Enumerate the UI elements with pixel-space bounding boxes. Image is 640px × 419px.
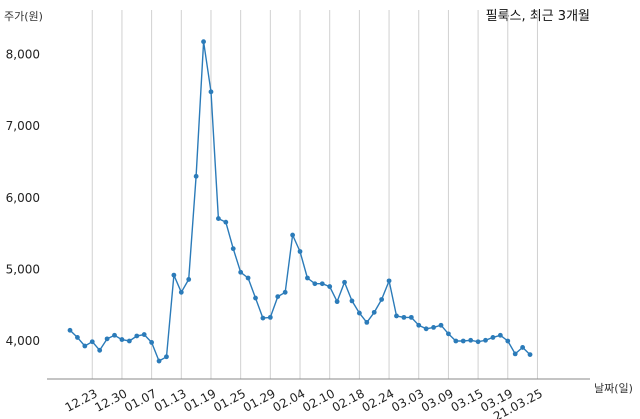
data-point <box>112 332 117 338</box>
data-point <box>164 354 169 360</box>
data-point <box>379 297 385 302</box>
data-point <box>156 358 162 364</box>
data-point <box>349 298 355 304</box>
data-point <box>512 351 518 357</box>
data-point <box>356 310 362 316</box>
data-point <box>141 332 147 337</box>
data-point <box>119 337 125 342</box>
y-tick-label: 7,000 <box>6 119 40 133</box>
data-point <box>475 339 481 345</box>
y-axis-title: 주가(원) <box>4 10 43 23</box>
data-point <box>364 319 370 325</box>
data-point <box>230 246 236 252</box>
data-point <box>282 289 288 295</box>
data-point <box>416 322 422 328</box>
data-point <box>312 281 318 287</box>
series-layer <box>67 39 533 364</box>
y-tick-label: 5,000 <box>6 262 40 276</box>
y-tick-label: 6,000 <box>6 191 40 205</box>
data-point <box>520 345 526 350</box>
x-axis-title: 날짜(일) <box>594 381 633 395</box>
grid-layer <box>91 10 538 379</box>
data-point <box>75 335 80 340</box>
data-point <box>460 338 466 344</box>
data-point <box>446 331 451 337</box>
data-point <box>453 338 459 344</box>
y-tick-label: 4,000 <box>6 334 40 348</box>
data-point <box>171 272 177 278</box>
data-point <box>438 322 444 328</box>
data-point <box>193 173 199 179</box>
y-tick-label: 8,000 <box>6 48 40 62</box>
data-point <box>527 352 533 358</box>
data-point <box>245 275 251 281</box>
data-point <box>497 332 503 338</box>
data-point <box>431 324 436 330</box>
data-point <box>67 327 73 333</box>
data-point <box>223 219 229 225</box>
data-point <box>208 89 214 95</box>
data-point <box>423 326 429 332</box>
data-point <box>327 284 333 289</box>
data-point <box>134 333 140 339</box>
data-point <box>334 299 340 305</box>
data-point <box>97 347 103 353</box>
data-point <box>267 314 273 320</box>
data-point <box>305 275 310 281</box>
data-point <box>505 338 511 344</box>
data-point <box>216 216 221 221</box>
data-point <box>238 269 244 275</box>
data-point <box>201 39 206 45</box>
data-point <box>253 295 258 301</box>
data-point <box>89 339 95 345</box>
data-point <box>483 337 488 343</box>
data-point <box>149 340 155 345</box>
data-point <box>275 294 281 300</box>
data-point <box>394 313 399 319</box>
data-point <box>342 279 347 285</box>
data-point <box>178 289 184 295</box>
data-point <box>401 314 407 320</box>
data-point <box>297 249 303 254</box>
data-point <box>260 315 266 321</box>
data-point <box>371 309 377 315</box>
data-point <box>386 278 392 284</box>
data-point <box>104 336 110 342</box>
data-point <box>126 338 132 344</box>
tick-layer: 4,0005,0006,0007,0008,00012.2312.3001.07… <box>6 48 545 419</box>
data-point <box>319 281 325 287</box>
data-point <box>408 314 414 320</box>
data-point <box>290 232 295 238</box>
data-point <box>468 337 474 343</box>
data-point <box>82 343 88 349</box>
data-point <box>490 335 496 340</box>
data-point <box>186 277 192 282</box>
